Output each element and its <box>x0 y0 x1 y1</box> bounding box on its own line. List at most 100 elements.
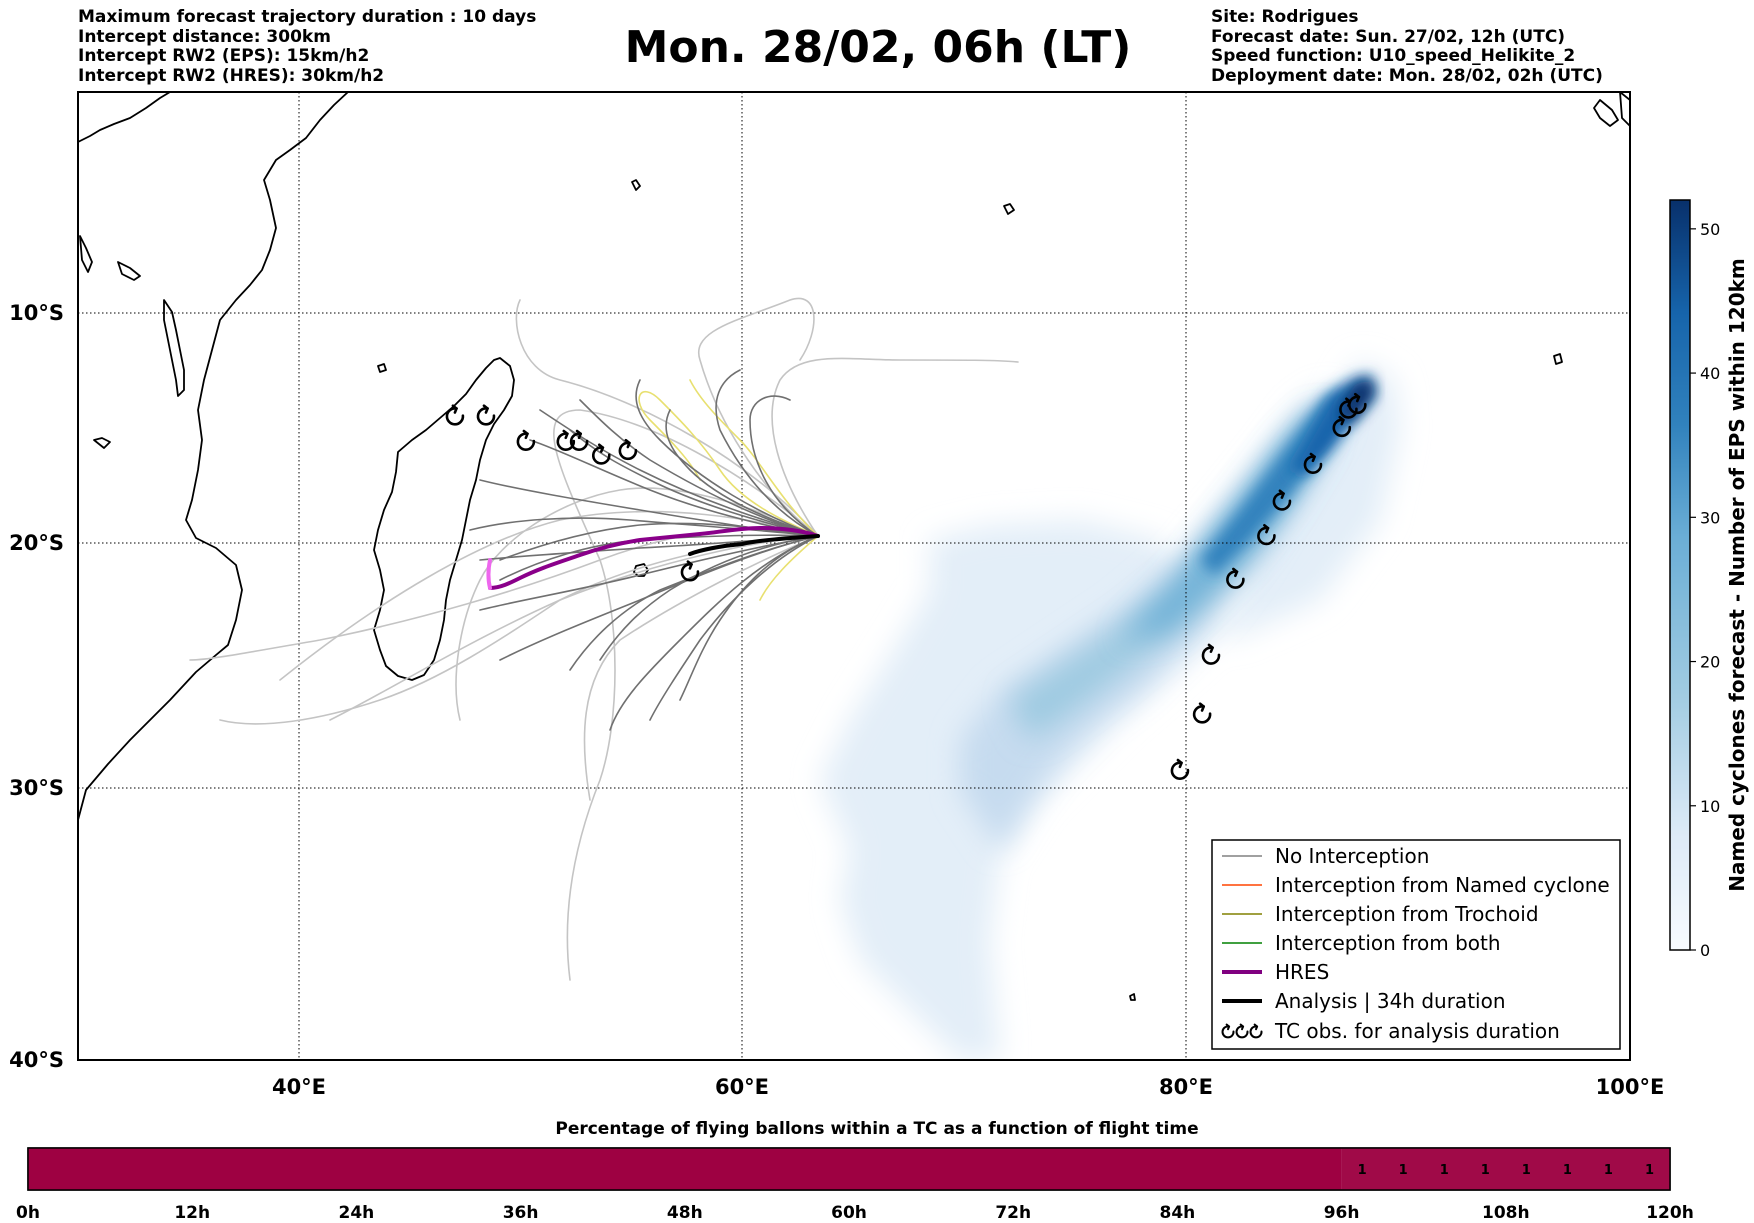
flight-time-bar-tick-label: 120h <box>1646 1203 1694 1223</box>
header-trajectory-duration: Maximum forecast trajectory duration : 1… <box>78 7 537 27</box>
tc-obs-icon <box>1272 489 1292 511</box>
analysis-trajectory <box>688 534 820 556</box>
eps-density-field <box>820 360 1400 1060</box>
header-intercept-eps: Intercept RW2 (EPS): 15km/h2 <box>78 46 370 66</box>
tc-obs-icon <box>1226 567 1245 589</box>
eps-trajectories <box>189 297 1019 981</box>
flight-time-bar-tick-label: 48h <box>667 1203 703 1223</box>
lon-label-80e: 80°E <box>1159 1075 1213 1099</box>
flight-time-bar-tick-label: 12h <box>174 1203 210 1223</box>
tc-obs-icon <box>476 404 496 426</box>
flight-time-bar-ticks: 0h 12h 24h 36h 48h 60h 72h 84h 96h 108h 120h <box>16 1203 1694 1223</box>
flight-time-bar-tick-label: 36h <box>503 1203 539 1223</box>
tc-obs-icon <box>680 560 700 582</box>
map-frame <box>77 91 1631 1061</box>
flight-time-bar-cell-label: 1 <box>1440 1163 1449 1178</box>
island-west-lake-malawi <box>79 235 93 273</box>
colorbar: 0 10 20 30 40 50 Named cyclones forecast - Nu… <box>1669 199 1749 960</box>
legend: No Interception Interception from Named … <box>1211 839 1621 1050</box>
island-west-tanzania-1 <box>117 261 141 281</box>
flight-time-bar-segments <box>27 1147 1671 1191</box>
lat-label-30s: 30°S <box>9 776 64 800</box>
flight-time-bar-tick-label: 24h <box>339 1203 375 1223</box>
flight-time-bar: 1 1 1 1 1 1 1 1 0h 12h 24h 36h 48h 60h 72h 84h 96h 108h 1… <box>16 1147 1694 1223</box>
flight-time-bar-tick-label: 84h <box>1160 1203 1196 1223</box>
lon-axis-labels: 40°E 60°E 80°E 100°E <box>272 1075 1664 1099</box>
colorbar-tick-label: 50 <box>1700 220 1720 239</box>
colorbar-tick-label: 20 <box>1700 653 1720 672</box>
island-seychelles <box>631 179 641 191</box>
colorbar-gradient <box>1669 199 1691 951</box>
flight-time-bar-segment <box>28 1148 1342 1190</box>
flight-time-bar-cell-label: 1 <box>1604 1163 1613 1178</box>
colorbar-tick-label: 40 <box>1700 364 1720 383</box>
mauritius-island <box>633 563 649 577</box>
legend-label-analysis: Analysis | 34h duration <box>1275 989 1506 1013</box>
hres-trajectory <box>486 526 820 590</box>
header-deployment-date: Deployment date: Mon. 28/02, 02h (UTC) <box>1211 65 1603 86</box>
flight-time-bar-cell-label: 1 <box>1563 1163 1572 1178</box>
flight-time-bar-cell-label: 1 <box>1522 1163 1531 1178</box>
legend-box <box>1211 839 1621 1050</box>
title-text: Mon. 28/02, 06h (LT) <box>624 22 1132 73</box>
colorbar-tick-label: 10 <box>1700 797 1720 816</box>
tc-obs-icon <box>1348 392 1367 415</box>
header-left-block: Maximum forecast trajectory duration : 1… <box>78 7 537 86</box>
header-site: Site: Rodrigues <box>1211 7 1359 27</box>
lon-label-100e: 100°E <box>1596 1075 1665 1099</box>
eps-trajectories-gray <box>469 369 819 731</box>
header-forecast-date: Forecast date: Sun. 27/02, 12h (UTC) <box>1211 26 1566 47</box>
flight-time-bar-cell-label: 1 <box>1481 1163 1490 1178</box>
tc-obs-icon <box>1221 1023 1235 1039</box>
tc-obs-icon <box>1257 524 1276 546</box>
flight-time-bar-cell-label: 1 <box>1645 1163 1654 1178</box>
gridlines <box>78 92 1630 1060</box>
flight-time-bar-segment <box>1341 1148 1670 1190</box>
tc-obs-icon <box>1192 702 1212 724</box>
island-comoros <box>377 363 387 373</box>
tc-obs-icon <box>1249 1023 1263 1039</box>
lon-label-60e: 60°E <box>715 1075 769 1099</box>
island-far-south <box>1129 993 1136 1001</box>
coastlines <box>78 92 1630 1001</box>
header-intercept-distance: Intercept distance: 300km <box>78 26 331 47</box>
legend-label-trochoid: Interception from Trochoid <box>1275 902 1539 926</box>
tc-obs-icon <box>1339 397 1358 419</box>
tc-obs-icon <box>1303 452 1323 474</box>
flight-time-bar-tick-label: 72h <box>995 1203 1031 1223</box>
flight-time-bar-border <box>27 1147 1671 1191</box>
flight-time-bar-cell-labels: 1 1 1 1 1 1 1 1 <box>1358 1163 1654 1178</box>
lat-label-10s: 10°S <box>9 301 64 325</box>
header-right-block: Site: Rodrigues Forecast date: Sun. 27/0… <box>1211 7 1603 86</box>
flight-time-bar-tick-label: 108h <box>1482 1203 1530 1223</box>
lat-label-40s: 40°S <box>9 1048 64 1072</box>
lat-label-20s: 20°S <box>9 531 64 555</box>
colorbar-tick-label: 0 <box>1700 941 1710 960</box>
page-title: Mon. 28/02, 06h (LT) <box>0 22 1754 73</box>
flight-time-bar-cell-label: 1 <box>1358 1163 1367 1178</box>
flight-time-bar-tick-label: 0h <box>16 1203 40 1223</box>
header-intercept-hres: Intercept RW2 (HRES): 30km/h2 <box>78 65 385 86</box>
island-east <box>1553 353 1563 365</box>
legend-swatch-tc-obs <box>1221 1023 1263 1039</box>
africa-coast <box>78 92 349 821</box>
tc-obs-icon <box>1332 415 1352 438</box>
legend-label-both: Interception from both <box>1275 931 1501 955</box>
legend-label-no-interception: No Interception <box>1275 844 1429 868</box>
eps-trajectories-yellow <box>638 379 819 601</box>
colorbar-label: Named cyclones forecast - Number of EPS … <box>1725 258 1749 892</box>
flight-time-bar-title: Percentage of flying ballons within a TC… <box>555 1119 1199 1139</box>
legend-label-named-cyclone: Interception from Named cyclone <box>1275 873 1610 897</box>
tc-obs-icon <box>445 404 465 426</box>
tc-obs-icon <box>591 443 611 465</box>
tc-obs-icon <box>516 429 536 451</box>
island-west-lake-tanganyika <box>163 299 185 397</box>
island-west-lake-victoria <box>93 437 111 449</box>
tc-obs-icon <box>1235 1023 1249 1039</box>
legend-label-tc-obs: TC obs. for analysis duration <box>1274 1019 1560 1043</box>
flight-time-bar-tick-label: 96h <box>1324 1203 1360 1223</box>
tc-obs-icon <box>1201 643 1221 665</box>
flight-time-bar-cell-label: 1 <box>1399 1163 1408 1178</box>
lon-label-40e: 40°E <box>272 1075 326 1099</box>
